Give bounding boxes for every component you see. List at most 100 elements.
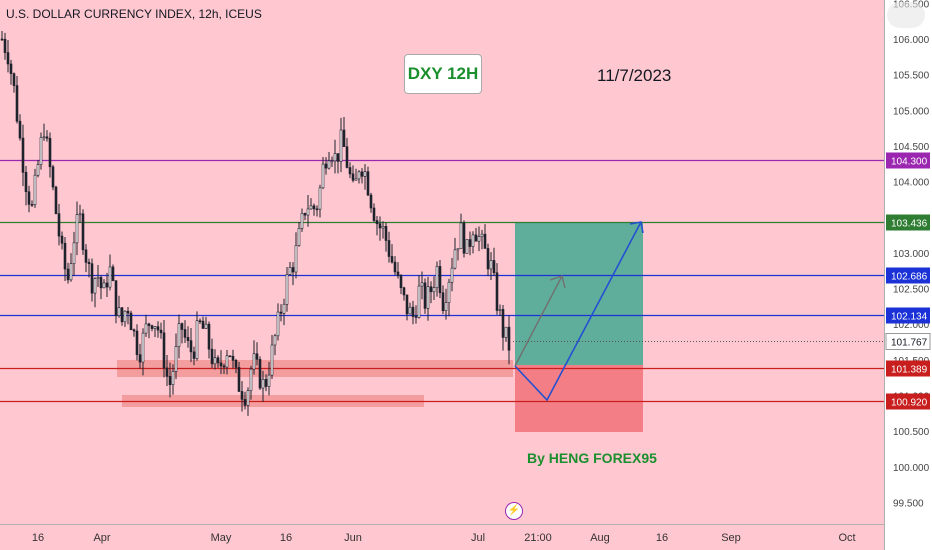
- candle-body: [351, 173, 355, 181]
- candle-body: [21, 137, 25, 173]
- date-annotation[interactable]: 11/7/2023: [597, 66, 672, 85]
- candle-body: [9, 63, 13, 74]
- candle-body: [378, 223, 382, 229]
- candle-body: [321, 163, 325, 189]
- candle-body: [396, 271, 400, 276]
- level-label: 102.686: [891, 272, 928, 283]
- candle-body: [162, 332, 166, 369]
- candle-body: [183, 329, 187, 338]
- candle-body: [273, 335, 277, 346]
- candle-body: [150, 325, 154, 329]
- candle-body: [24, 172, 28, 193]
- candle-body: [78, 213, 82, 216]
- candle-body: [207, 323, 211, 350]
- level-label-bg: [886, 360, 930, 377]
- candle-body: [480, 233, 484, 237]
- candle-body: [228, 355, 232, 358]
- projection-arrow[interactable]: [514, 221, 642, 402]
- candle-body: [156, 326, 160, 331]
- candle-body: [465, 239, 469, 254]
- current-price-label-bg: [885, 333, 931, 350]
- candle-body: [357, 171, 361, 180]
- candle-body: [483, 233, 487, 249]
- profit-zone[interactable]: [515, 222, 643, 365]
- candle-body: [138, 354, 142, 363]
- candle-body: [309, 205, 313, 210]
- candle-body: [123, 310, 127, 323]
- alt-projection-arrow[interactable]: [514, 275, 563, 367]
- lightning-icon[interactable]: ⚡: [505, 502, 523, 520]
- candle-body: [489, 260, 493, 270]
- candle-body: [447, 281, 451, 304]
- candle-body: [474, 234, 478, 242]
- candle-body: [324, 163, 328, 169]
- candle-body: [222, 365, 226, 368]
- candle-body: [57, 213, 61, 237]
- candle-body: [219, 362, 223, 367]
- candle-body: [459, 222, 463, 249]
- projection-arrowhead: [629, 221, 644, 234]
- candle-body: [27, 191, 31, 205]
- author-annotation[interactable]: By HENG FOREX95: [527, 450, 657, 466]
- candle-body: [84, 249, 88, 263]
- candle-body: [423, 282, 427, 309]
- candle-body: [90, 263, 94, 294]
- time-tick-label: Sep: [721, 532, 741, 544]
- candle-body: [39, 137, 43, 165]
- candle-body: [51, 166, 55, 188]
- candle-body: [270, 344, 274, 376]
- candle-body: [180, 323, 184, 330]
- price-tick-label: 105.500: [893, 71, 930, 82]
- candle-body: [30, 204, 34, 206]
- candle-body: [15, 85, 19, 122]
- candle-body: [318, 187, 322, 210]
- timeframe-badge[interactable]: DXY 12H: [404, 54, 482, 94]
- candle-body: [315, 208, 319, 211]
- candle-body: [303, 213, 307, 216]
- candle-body: [507, 326, 511, 351]
- candle-body: [171, 371, 175, 385]
- time-tick-label: May: [211, 532, 232, 544]
- alt-projection-arrowhead: [549, 275, 566, 289]
- candle-body: [408, 306, 412, 315]
- candle-body: [60, 235, 64, 244]
- candle-body: [102, 282, 106, 289]
- level-label-bg: [886, 152, 930, 169]
- price-tick-label: 104.000: [893, 178, 930, 189]
- candle-body: [225, 355, 229, 368]
- candle-body: [477, 236, 481, 242]
- candle-body: [294, 245, 298, 273]
- candle-body: [417, 285, 421, 318]
- candle-body: [75, 214, 79, 244]
- candle-body: [204, 323, 208, 329]
- candle-body: [333, 153, 337, 162]
- candle-body: [159, 329, 163, 334]
- candle-body: [438, 266, 442, 294]
- time-tick-label: Jul: [471, 532, 485, 544]
- candle-body: [36, 164, 40, 176]
- candle-body: [390, 256, 394, 263]
- candle-body: [48, 137, 52, 168]
- candle-body: [54, 186, 58, 214]
- candle-body: [306, 208, 310, 216]
- candle-body: [72, 242, 76, 264]
- candle-body: [111, 266, 115, 281]
- candle-body: [279, 311, 283, 314]
- candle-body: [237, 367, 241, 392]
- candle-body: [360, 171, 364, 177]
- level-label: 100.920: [891, 398, 928, 409]
- candle-body: [411, 306, 415, 317]
- time-axis[interactable]: [0, 524, 884, 550]
- candle-body: [258, 359, 262, 389]
- loss-zone[interactable]: [515, 365, 643, 432]
- candle-body: [453, 249, 457, 269]
- price-tick-label: 106.000: [893, 35, 930, 46]
- candle-body: [246, 390, 250, 406]
- time-tick-label: 16: [656, 532, 668, 544]
- time-tick-label: 16: [280, 532, 292, 544]
- candle-body: [255, 353, 259, 360]
- candle-body: [363, 171, 367, 177]
- level-label: 103.436: [891, 219, 928, 230]
- candle-body: [291, 267, 295, 273]
- current-price-label: 101.767: [891, 338, 928, 349]
